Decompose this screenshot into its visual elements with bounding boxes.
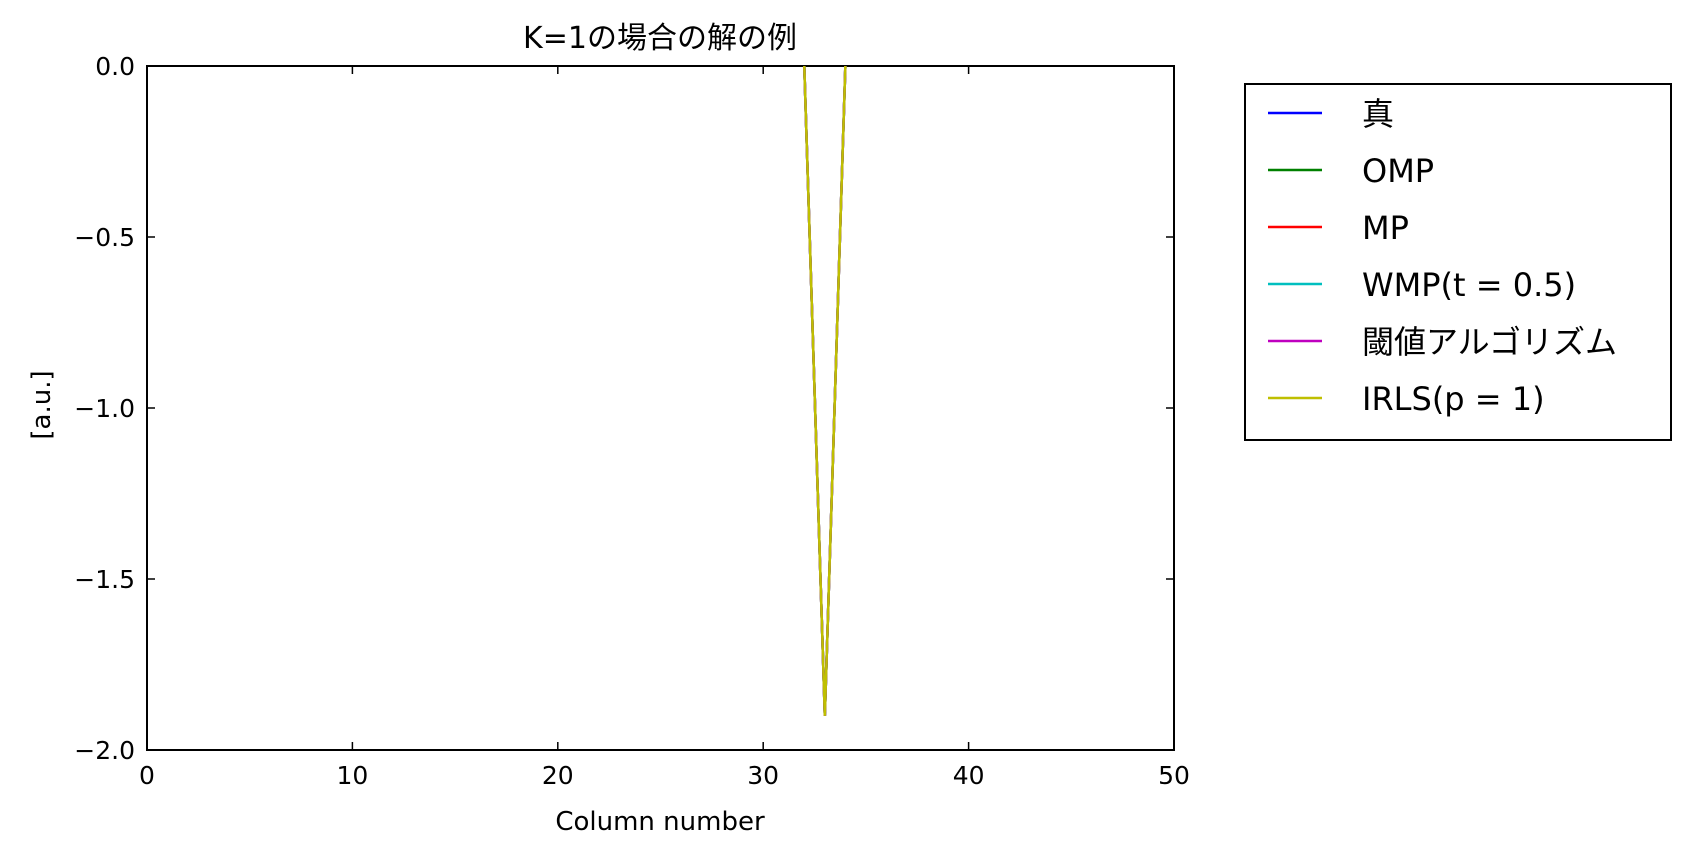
y-tick-label: −0.5 <box>74 223 135 252</box>
legend-label: 真 <box>1362 95 1394 133</box>
legend-frame <box>1244 83 1672 441</box>
plot-frame <box>146 65 1175 751</box>
x-tick-label: 30 <box>747 761 779 790</box>
legend-label: 閾値アルゴリズム <box>1362 323 1617 361</box>
x-tick-label: 50 <box>1158 761 1190 790</box>
y-tick-label: −1.0 <box>74 394 135 423</box>
chart-title: K=1の場合の解の例 <box>523 21 797 56</box>
legend-label: IRLS(p = 1) <box>1362 380 1545 418</box>
y-axis-label: [a.u.] <box>27 370 57 439</box>
series-line <box>803 65 847 716</box>
x-tick-label: 20 <box>542 761 574 790</box>
legend-items: 真 OMP MP WMP(t = 0.5) 閾値アルゴリズム IRLS(p = 1) <box>1268 95 1617 418</box>
series-line <box>803 65 847 716</box>
legend-label: OMP <box>1362 152 1434 190</box>
series-line <box>803 65 847 716</box>
y-axis: 0.0 −0.5 −1.0 −1.5 −2.0 <box>74 52 1174 765</box>
legend-label: WMP(t = 0.5) <box>1362 266 1576 304</box>
x-axis: 0 10 20 30 40 50 <box>139 66 1190 790</box>
series-line <box>803 65 847 716</box>
y-tick-label: 0.0 <box>95 52 135 81</box>
series-lines <box>803 65 847 716</box>
legend-label: MP <box>1362 209 1409 247</box>
x-axis-label: Column number <box>555 807 765 837</box>
x-tick-label: 40 <box>953 761 985 790</box>
plot-area <box>146 65 1175 751</box>
y-tick-label: −2.0 <box>74 736 135 765</box>
series-line <box>803 65 847 716</box>
x-tick-label: 10 <box>336 761 368 790</box>
legend: 真 OMP MP WMP(t = 0.5) 閾値アルゴリズム IRLS(p = 1) <box>1244 83 1672 441</box>
y-tick-label: −1.5 <box>74 565 135 594</box>
x-tick-label: 0 <box>139 761 155 790</box>
series-line <box>803 65 847 716</box>
